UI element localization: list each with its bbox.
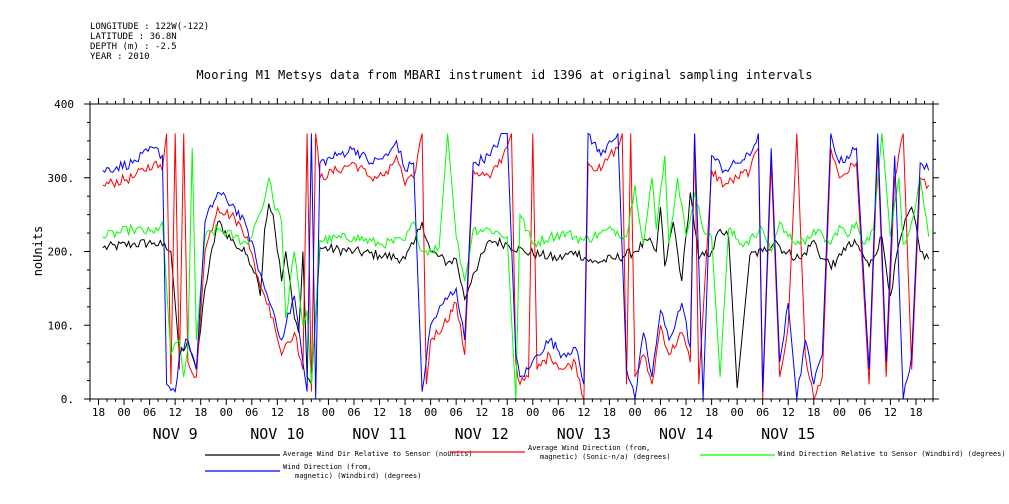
legend-label-4: Wind Direction (from, magnetic) (Windbird… [283,463,421,480]
x-day-label: NOV 10 [250,425,304,443]
x-tick-label: 18 [194,406,207,419]
x-tick-label: 06 [858,406,871,419]
x-tick-label: 18 [296,406,309,419]
x-tick-label: 00 [424,406,437,419]
y-tick-label: 400 [54,98,74,111]
x-tick-label: 00 [833,406,846,419]
legend-label-3: Wind Direction Relative to Sensor (Windb… [778,450,1006,458]
x-day-label: NOV 15 [761,425,815,443]
x-tick-label: 00 [220,406,233,419]
series-line-3 [102,133,930,400]
x-tick-label: 12 [577,406,590,419]
x-tick-label: 18 [807,406,820,419]
y-tick-label: 300. [48,172,75,185]
x-tick-label: 06 [654,406,667,419]
x-tick-label: 18 [705,406,718,419]
x-tick-label: 12 [884,406,897,419]
x-tick-label: 12 [169,406,182,419]
x-tick-label: 06 [552,406,565,419]
chart-title: Mooring M1 Metsys data from MBARI instru… [196,68,813,82]
meta-year: YEAR : 2010 [90,52,150,62]
y-tick-label: 0. [61,393,74,406]
legend-label-1: Average Wind Dir Relative to Sensor (noU… [283,450,473,458]
plot-lines [102,132,930,401]
x-tick-label: 18 [909,406,922,419]
meta-longitude: LONGITUDE : 122W(-122) [90,22,210,32]
x-tick-label: 00 [322,406,335,419]
x-tick-label: 18 [501,406,514,419]
x-tick-label: 06 [143,406,156,419]
y-axis-label: noUnits [31,226,45,277]
x-tick-label: 12 [475,406,488,419]
meta-latitude: LATITUDE : 36.8N [90,32,177,42]
x-tick-label: 12 [782,406,795,419]
axes: 0. 100. 200. 300. 400 18 00 06 12 18 00 06 12 18 00 06 1… [48,98,939,443]
series-line-2 [102,133,930,401]
series-line-4 [102,132,930,400]
meta-depth: DEPTH (m) : -2.5 [90,42,177,52]
x-tick-label: 18 [603,406,616,419]
x-tick-label: 06 [756,406,769,419]
x-tick-label: 00 [628,406,641,419]
x-tick-label: 00 [731,406,744,419]
x-tick-label: 00 [117,406,130,419]
metadata-block: LONGITUDE : 122W(-122) LATITUDE : 36.8N … [90,22,209,62]
x-day-label: NOV 12 [455,425,509,443]
x-tick-label: 18 [92,406,105,419]
x-tick-label: 12 [271,406,284,419]
legend-label-2: Average Wind Direction (from, magnetic) (… [528,444,671,461]
x-day-label: NOV 13 [557,425,611,443]
x-tick-label: 12 [373,406,386,419]
x-day-label: NOV 9 [153,425,198,443]
y-tick-label: 200. [48,246,75,259]
y-tick-label: 100. [48,319,75,332]
series-line-1 [102,192,930,388]
x-tick-label: 06 [245,406,258,419]
x-tick-label: 18 [398,406,411,419]
x-tick-label: 06 [450,406,463,419]
x-day-label: NOV 14 [659,425,713,443]
x-day-label: NOV 11 [352,425,406,443]
x-tick-label: 06 [347,406,360,419]
legend: Average Wind Dir Relative to Sensor (noU… [205,444,1006,480]
x-tick-label: 00 [526,406,539,419]
x-tick-label: 12 [679,406,692,419]
